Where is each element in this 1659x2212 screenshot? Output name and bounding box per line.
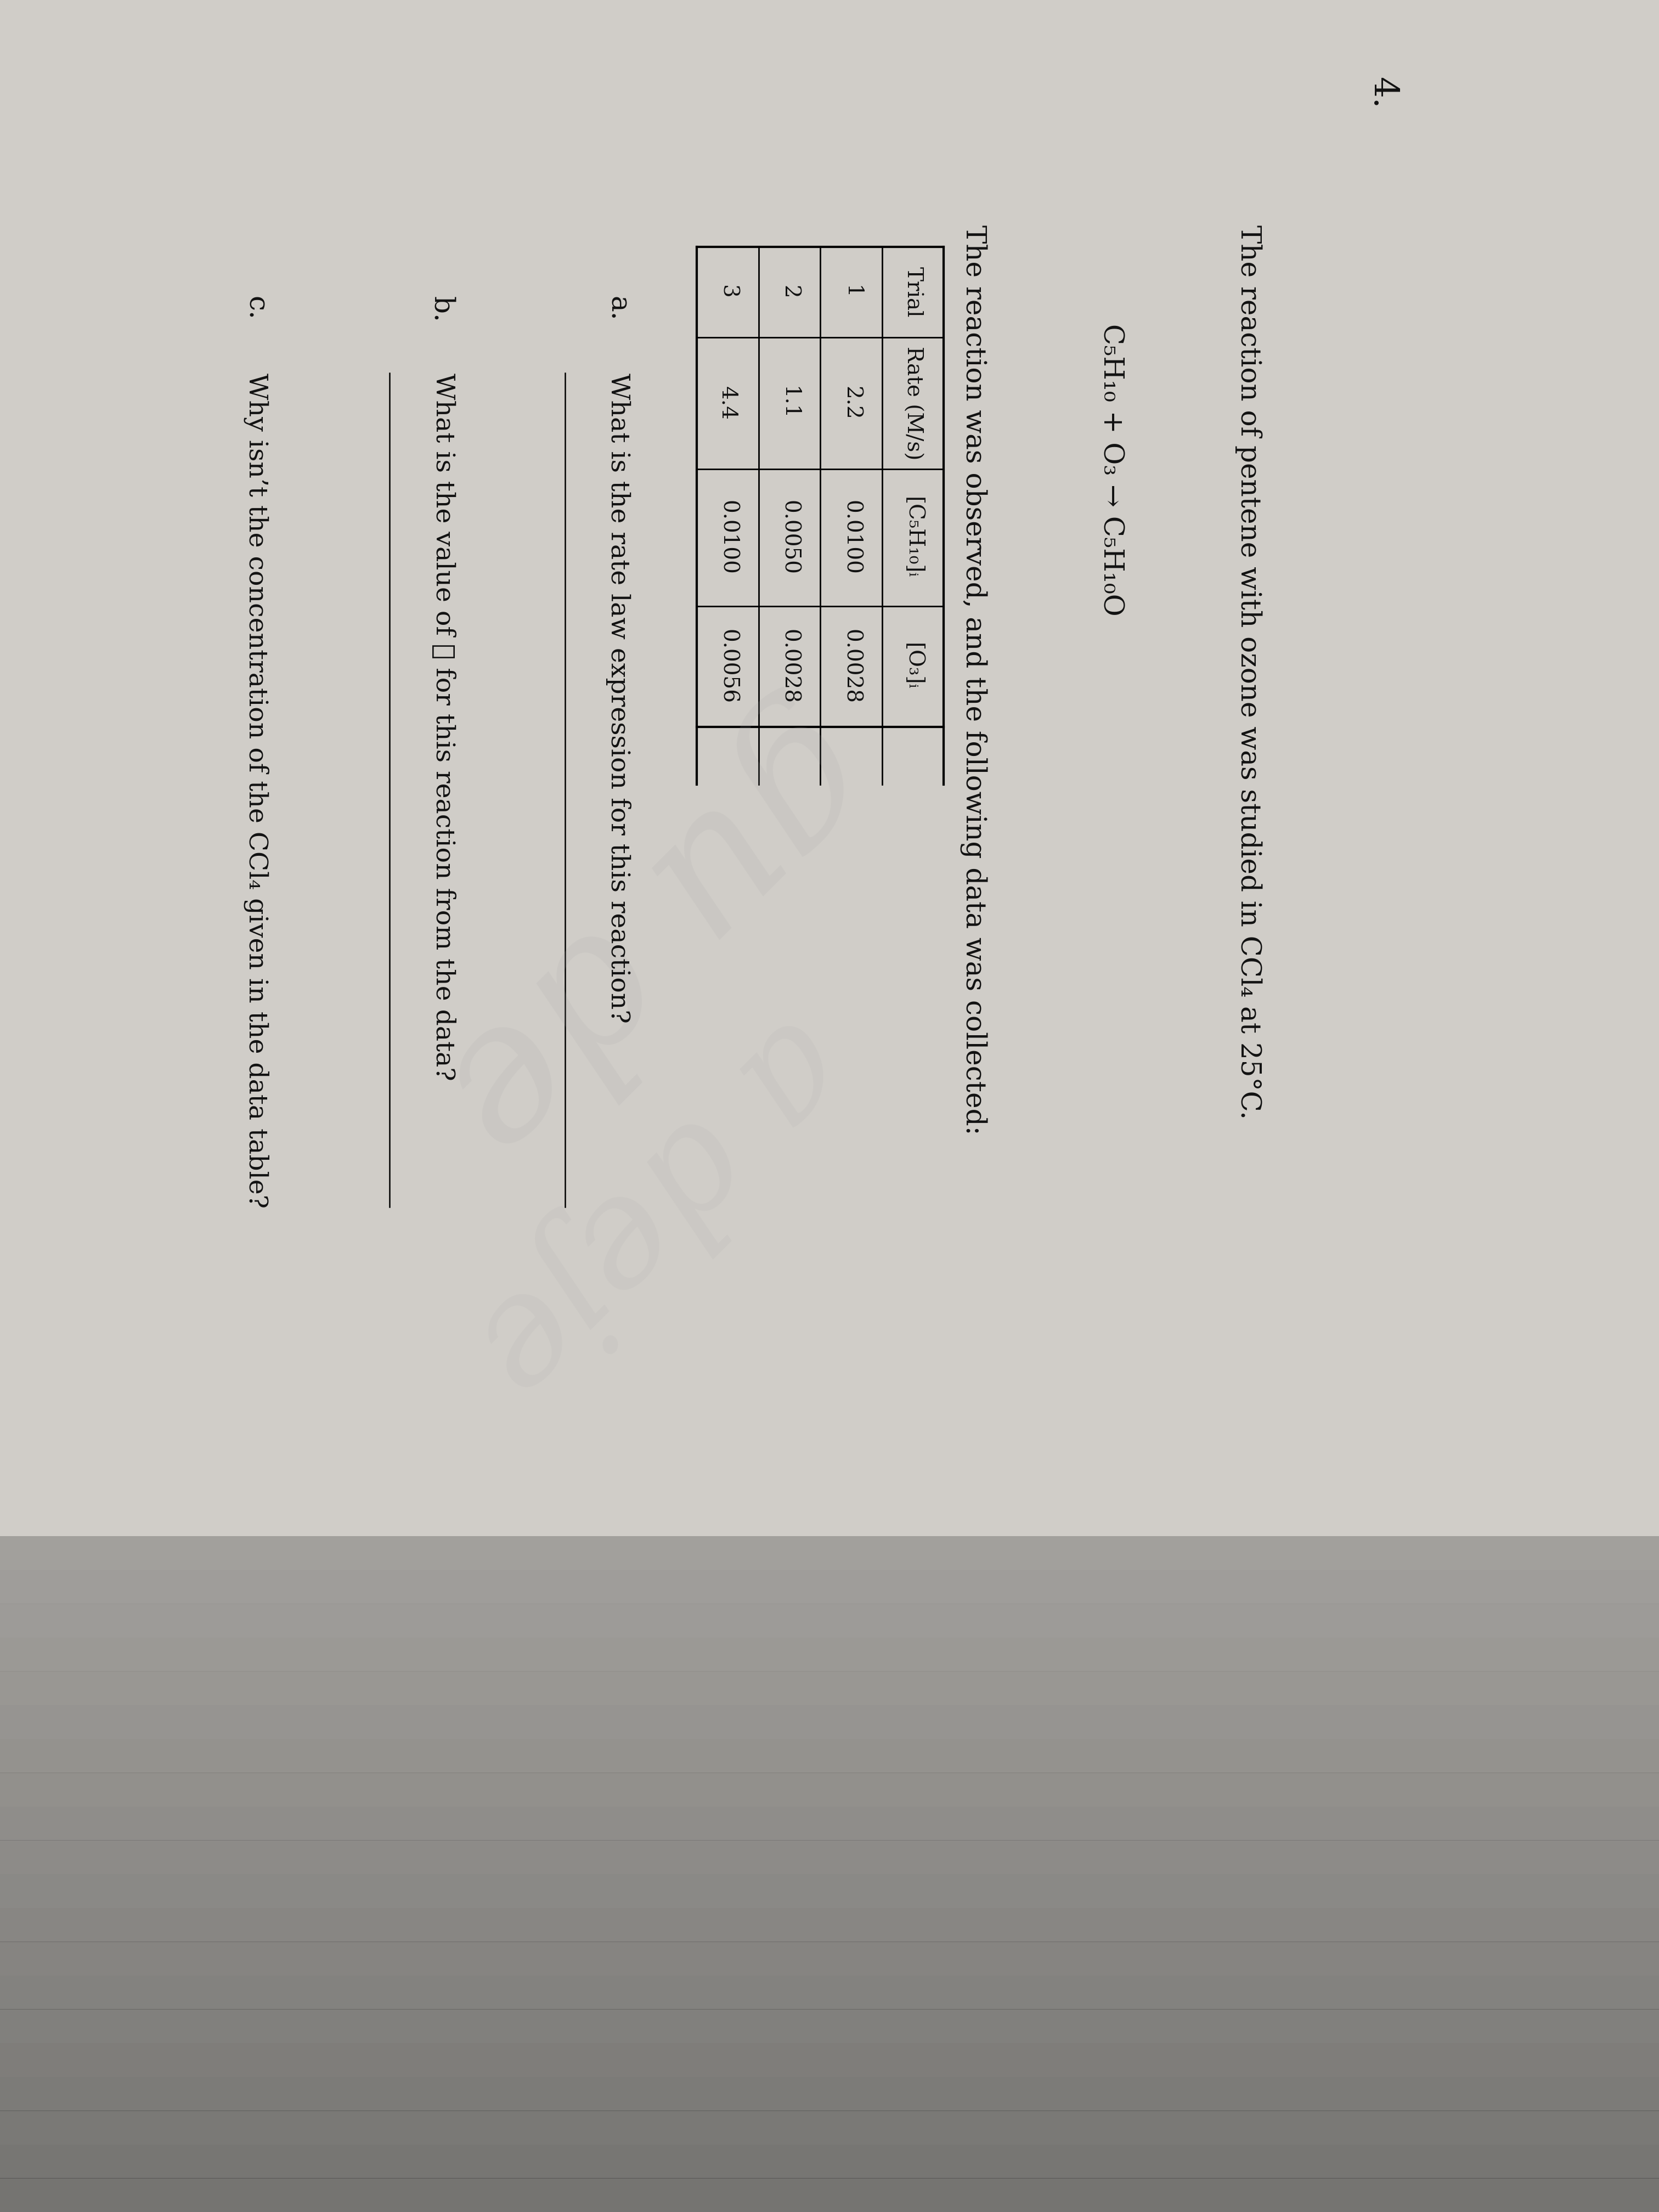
Text: [O₃]ᵢ: [O₃]ᵢ	[902, 644, 922, 690]
Bar	[0, 1772, 1659, 1807]
Text: a.: a.	[604, 296, 630, 321]
Text: 2.2: 2.2	[841, 387, 861, 420]
Text: Why isn’t the concentration of the CCl₄ given in the data table?: Why isn’t the concentration of the CCl₄ …	[244, 374, 269, 1208]
Bar	[0, 2044, 1659, 2077]
Text: 4.4: 4.4	[717, 387, 738, 420]
Bar	[0, 1807, 1659, 1840]
Bar	[0, 1535, 1659, 1571]
Bar	[0, 2110, 1659, 2146]
Bar	[0, 2077, 1659, 2110]
Bar	[0, 1672, 1659, 1705]
Text: C₅H₁₀ + O₃ → C₅H₁₀O: C₅H₁₀ + O₃ → C₅H₁₀O	[1098, 323, 1125, 615]
Bar	[0, 1571, 1659, 1604]
Bar	[0, 1739, 1659, 1772]
Text: 0.0100: 0.0100	[841, 500, 861, 575]
Text: 2: 2	[780, 285, 800, 299]
Text: 0.0028: 0.0028	[780, 628, 800, 703]
Text: 1.1: 1.1	[780, 387, 800, 420]
Text: 3: 3	[717, 285, 738, 299]
Text: What is the value of ℓ for this reaction from the data?: What is the value of ℓ for this reaction…	[431, 374, 455, 1082]
Bar	[0, 2143, 1659, 2179]
Text: Rate (M/s): Rate (M/s)	[902, 347, 922, 460]
Bar	[0, 1942, 1659, 1975]
Text: 1: 1	[841, 285, 861, 299]
Bar	[0, 2179, 1659, 2212]
Bar	[0, 1907, 1659, 1942]
Text: b.: b.	[428, 296, 455, 323]
Text: [C₅H₁₀]ᵢ: [C₅H₁₀]ᵢ	[902, 498, 922, 577]
Text: gu de: gu de	[401, 675, 916, 1190]
Bar	[0, 1705, 1659, 1739]
Text: What is the rate law expression for this reaction?: What is the rate law expression for this…	[606, 374, 630, 1024]
Text: 0.0100: 0.0100	[717, 500, 738, 575]
Bar	[0, 1604, 1659, 1637]
Text: The reaction of pentene with ozone was studied in CCl₄ at 25°C.: The reaction of pentene with ozone was s…	[1234, 226, 1262, 1119]
Bar	[0, 1637, 1659, 1672]
Text: a deje: a deje	[441, 989, 876, 1425]
Bar	[0, 1535, 1659, 2212]
Bar	[0, 2008, 1659, 2044]
Text: 4.: 4.	[1365, 77, 1399, 108]
Text: 0.0050: 0.0050	[780, 500, 800, 575]
Text: 0.0028: 0.0028	[841, 628, 861, 703]
Bar	[0, 1975, 1659, 2008]
Text: c.: c.	[242, 296, 269, 321]
Text: Trial: Trial	[902, 268, 922, 319]
Text: The reaction was observed, and the following data was collected:: The reaction was observed, and the follo…	[961, 226, 987, 1135]
Bar	[0, 1840, 1659, 1874]
Bar	[0, 1874, 1659, 1909]
Text: 0.0056: 0.0056	[717, 628, 738, 703]
